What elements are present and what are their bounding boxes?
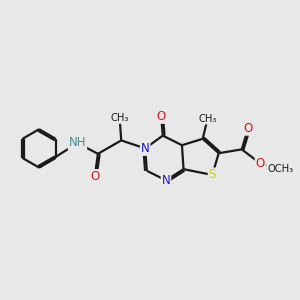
- Text: S: S: [208, 168, 216, 182]
- Text: O: O: [256, 157, 265, 170]
- Text: O: O: [90, 170, 99, 183]
- Text: O: O: [244, 122, 253, 135]
- Text: NH: NH: [69, 136, 86, 149]
- Text: O: O: [157, 110, 166, 123]
- Text: CH₃: CH₃: [110, 113, 129, 123]
- Text: N: N: [141, 142, 150, 155]
- Text: OCH₃: OCH₃: [267, 164, 293, 174]
- Text: N: N: [162, 174, 170, 187]
- Text: CH₃: CH₃: [198, 114, 217, 124]
